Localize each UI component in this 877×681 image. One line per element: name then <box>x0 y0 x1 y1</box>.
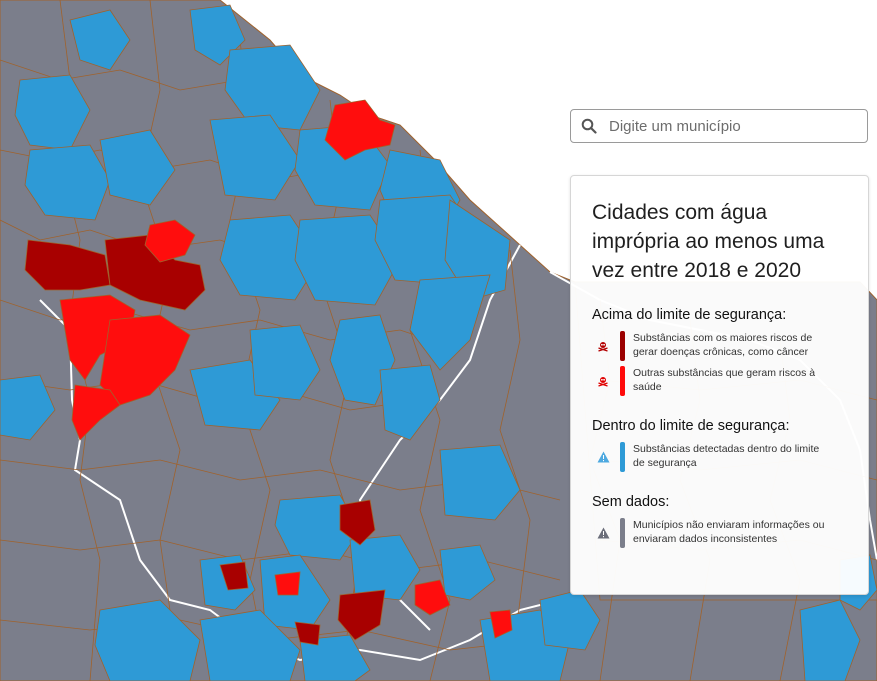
legend-item-high-risk: Substâncias com os maiores riscos de ger… <box>592 331 848 361</box>
legend-item-within-limit: Substâncias detectadas dentro do limite … <box>592 442 848 472</box>
search-icon <box>581 118 597 134</box>
legend-section-above-limit: Acima do limite de segurança: Substância… <box>592 307 848 396</box>
skull-icon <box>592 366 614 387</box>
legend-text-high-risk: Substâncias com os maiores riscos de ger… <box>633 332 813 358</box>
legend-text-other-risk: Outras substâncias que geram riscos à sa… <box>633 367 816 393</box>
legend-section-no-data: Sem dados: Municípios não enviaram infor… <box>592 494 848 548</box>
warning-icon <box>592 518 614 539</box>
legend-heading-no-data: Sem dados: <box>592 494 670 510</box>
warning-icon <box>592 442 614 463</box>
municipality-search[interactable] <box>570 109 868 143</box>
legend-section-within-limit: Dentro do limite de segurança: Substânci… <box>592 418 848 472</box>
other-risk-municipalities[interactable] <box>59 99 513 639</box>
legend-swatch-high-risk <box>620 331 625 361</box>
legend-title: Cidades com água imprópria ao menos uma … <box>592 201 825 282</box>
legend-swatch-no-data <box>620 518 625 548</box>
legend-text-within-limit: Substâncias detectadas dentro do limite … <box>633 443 820 469</box>
high-risk-municipalities[interactable] <box>24 234 386 646</box>
legend-panel: Cidades com água imprópria ao menos uma … <box>570 175 869 595</box>
legend-swatch-other-risk <box>620 366 625 396</box>
legend-item-other-risk: Outras substâncias que geram riscos à sa… <box>592 366 848 396</box>
legend-swatch-within-limit <box>620 442 625 472</box>
legend-heading-above-limit: Acima do limite de segurança: <box>592 307 787 323</box>
search-input[interactable] <box>607 116 851 136</box>
legend-item-no-data: Municípios não enviaram informações ou e… <box>592 518 848 548</box>
legend-heading-within-limit: Dentro do limite de segurança: <box>592 418 790 434</box>
skull-icon <box>592 331 614 352</box>
legend-text-no-data: Municípios não enviaram informações ou e… <box>633 519 825 545</box>
